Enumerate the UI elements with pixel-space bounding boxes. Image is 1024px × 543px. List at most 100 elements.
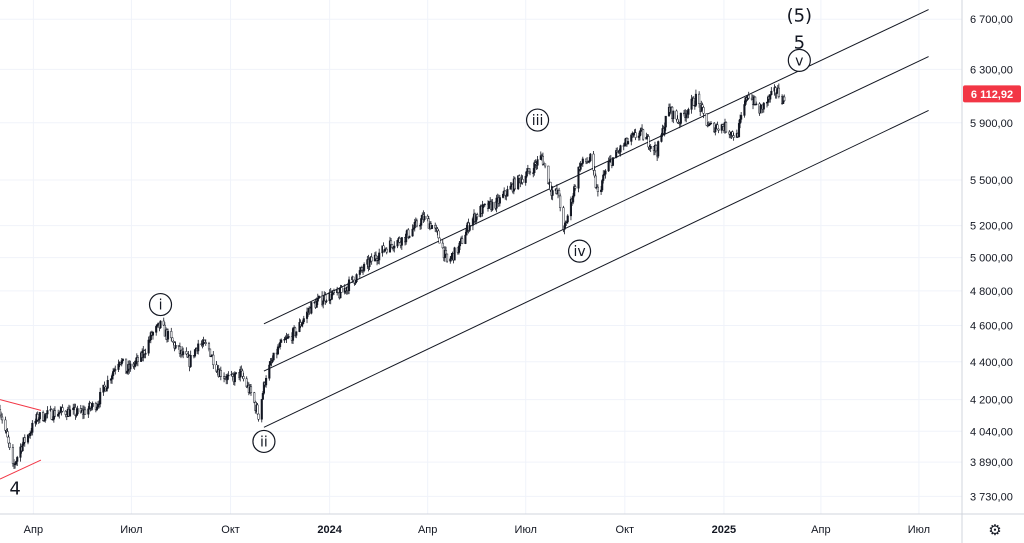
candle-body xyxy=(114,369,117,371)
candle-body xyxy=(378,252,381,261)
candle-body xyxy=(360,267,364,271)
candle-body xyxy=(407,229,410,238)
candle-body xyxy=(325,300,328,302)
candle-body xyxy=(76,408,79,415)
candle-body xyxy=(572,195,575,203)
candle-body xyxy=(732,135,735,138)
wave-circle xyxy=(148,292,173,317)
candle-body xyxy=(506,189,509,197)
gear-icon[interactable]: ⚙ xyxy=(988,521,1001,539)
x-tick-label: Окт xyxy=(616,524,635,536)
candle-body xyxy=(193,349,197,357)
candle-body xyxy=(268,364,271,379)
candle-body xyxy=(558,190,561,197)
candle-body xyxy=(592,153,595,171)
y-tick-label: 5 500,00 xyxy=(970,175,1013,187)
y-tick-label: 4 600,00 xyxy=(970,321,1013,333)
candle-body xyxy=(99,391,102,405)
candle-body xyxy=(547,165,550,184)
candle-body xyxy=(716,124,719,130)
candle-body xyxy=(50,409,53,420)
candle-body xyxy=(171,337,174,342)
candle-body xyxy=(316,297,319,302)
candle-body xyxy=(488,200,491,209)
y-tick-label: 4 800,00 xyxy=(970,286,1013,298)
candle-body xyxy=(528,171,532,174)
candle-body xyxy=(287,336,290,338)
candle-body xyxy=(430,225,434,229)
candle-body xyxy=(481,204,484,214)
candle-body xyxy=(330,293,333,300)
candle-body xyxy=(363,264,366,271)
candle-body xyxy=(420,218,423,226)
candle-body xyxy=(103,384,106,388)
candle-body xyxy=(521,179,524,183)
candle-body xyxy=(645,136,648,140)
candle-body xyxy=(219,370,222,377)
y-tick-label: 6 300,00 xyxy=(970,64,1013,76)
candle-body xyxy=(174,345,177,349)
candle-body xyxy=(16,457,19,462)
candle-body xyxy=(411,228,414,237)
candle-body xyxy=(126,370,129,374)
candle-body xyxy=(495,197,498,209)
candle-body xyxy=(747,95,750,99)
candle-body xyxy=(679,112,682,124)
x-tick-label: Апр xyxy=(811,524,830,536)
channel-line-lower xyxy=(263,110,929,428)
candle-body xyxy=(721,124,724,127)
candle-body xyxy=(347,279,351,292)
candle-body xyxy=(584,158,588,163)
candle-body xyxy=(446,253,449,262)
candle-body xyxy=(0,414,3,418)
candle-body xyxy=(87,408,90,415)
candle-body xyxy=(227,374,230,377)
candle-body xyxy=(464,234,467,244)
candle-body xyxy=(438,237,441,244)
candle-body xyxy=(405,233,408,243)
candle-body xyxy=(265,378,268,386)
candle-body xyxy=(604,170,607,175)
candle-body xyxy=(551,190,554,196)
candle-body xyxy=(690,98,693,110)
candle-body xyxy=(458,241,462,247)
candle-body xyxy=(271,359,274,363)
settings-button[interactable]: ⚙ xyxy=(988,521,1001,539)
candle-body xyxy=(117,363,120,370)
candles xyxy=(0,83,786,470)
candle-body xyxy=(607,161,610,172)
candle-body xyxy=(358,270,361,275)
candle-body xyxy=(400,237,403,246)
candle-body xyxy=(672,110,675,119)
candle-body xyxy=(332,290,336,294)
candle-body xyxy=(170,331,173,339)
candle-body xyxy=(524,175,527,183)
candle-body xyxy=(26,434,30,443)
candle-body xyxy=(256,404,259,415)
x-tick-label: 2024 xyxy=(317,524,342,536)
x-tick-label: 2025 xyxy=(712,524,736,536)
candle-body xyxy=(7,436,10,444)
candle-body xyxy=(709,122,713,125)
candle-body xyxy=(315,300,318,308)
candle-body xyxy=(23,437,26,443)
candle-body xyxy=(596,186,599,192)
candle-body xyxy=(59,410,62,413)
candle-body xyxy=(675,110,678,120)
candle-body xyxy=(574,186,577,189)
candle-body xyxy=(112,371,115,376)
candle-body xyxy=(391,244,394,248)
candle-body xyxy=(777,87,780,97)
y-tick-label: 4 040,00 xyxy=(970,426,1013,438)
channel-line-upper xyxy=(263,9,929,325)
candle-body xyxy=(663,126,666,134)
candle-body xyxy=(483,203,486,206)
candle-body xyxy=(260,399,263,420)
candle-body xyxy=(594,175,597,188)
candle-body xyxy=(295,331,298,336)
candle-body xyxy=(737,123,741,138)
x-tick-label: Июл xyxy=(120,524,142,536)
candle-body xyxy=(389,240,393,245)
candle-body xyxy=(61,407,64,412)
